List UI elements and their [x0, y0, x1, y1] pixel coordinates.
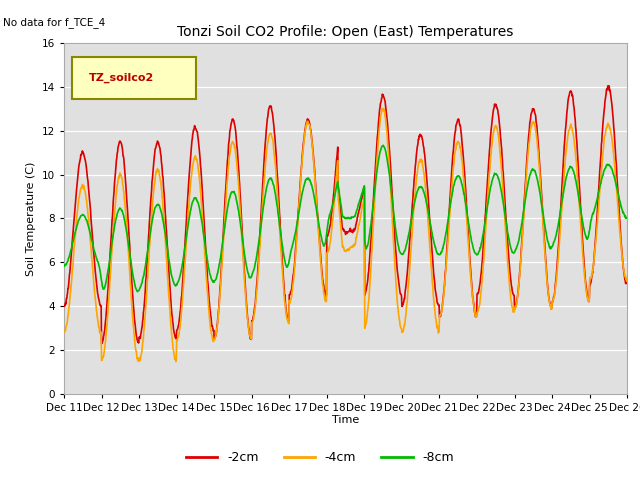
FancyBboxPatch shape: [72, 57, 196, 99]
Text: TZ_soilco2: TZ_soilco2: [90, 73, 155, 84]
Y-axis label: Soil Temperature (C): Soil Temperature (C): [26, 161, 36, 276]
Title: Tonzi Soil CO2 Profile: Open (East) Temperatures: Tonzi Soil CO2 Profile: Open (East) Temp…: [177, 25, 514, 39]
Text: No data for f_TCE_4: No data for f_TCE_4: [3, 17, 106, 28]
Legend: -2cm, -4cm, -8cm: -2cm, -4cm, -8cm: [181, 446, 459, 469]
X-axis label: Time: Time: [332, 415, 359, 425]
